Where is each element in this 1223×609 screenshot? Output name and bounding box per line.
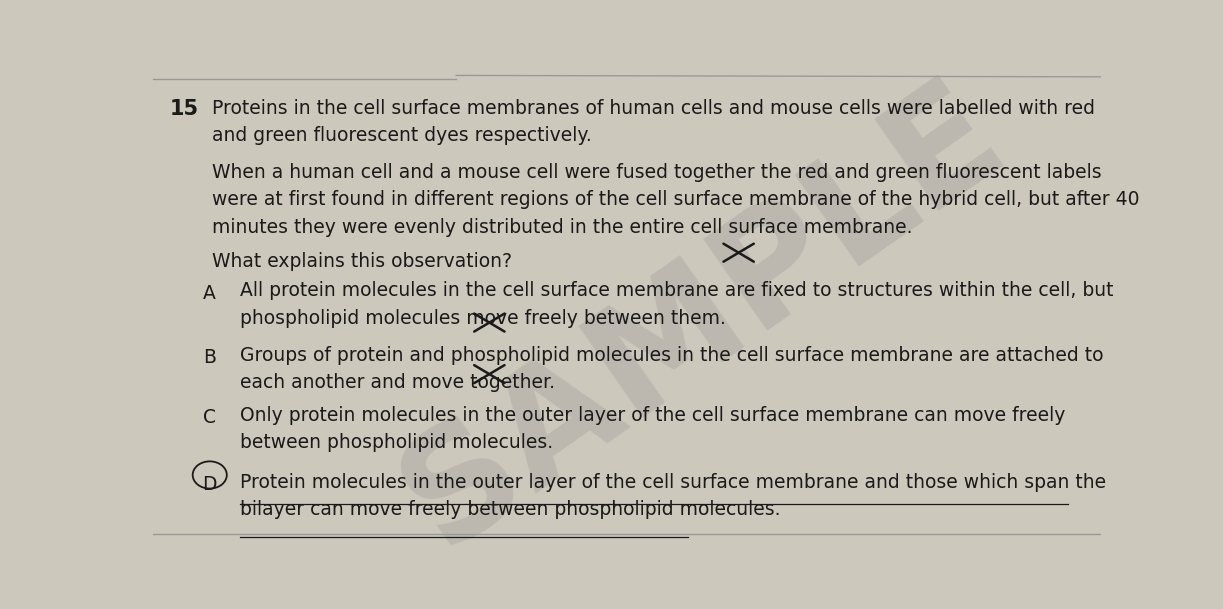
Text: B: B — [203, 348, 216, 367]
Text: D: D — [203, 475, 216, 494]
Text: A: A — [203, 284, 216, 303]
Text: Only protein molecules in the outer layer of the cell surface membrane can move : Only protein molecules in the outer laye… — [240, 406, 1065, 452]
Text: Protein molecules in the outer layer of the cell surface membrane and those whic: Protein molecules in the outer layer of … — [240, 473, 1106, 519]
Text: Proteins in the cell surface membranes of human cells and mouse cells were label: Proteins in the cell surface membranes o… — [212, 99, 1095, 145]
Text: Groups of protein and phospholipid molecules in the cell surface membrane are at: Groups of protein and phospholipid molec… — [240, 346, 1103, 392]
Text: C: C — [203, 409, 216, 428]
Text: All protein molecules in the cell surface membrane are fixed to structures withi: All protein molecules in the cell surfac… — [240, 281, 1114, 328]
Text: SAMPLE: SAMPLE — [375, 57, 1030, 577]
Text: What explains this observation?: What explains this observation? — [212, 252, 511, 271]
Text: When a human cell and a mouse cell were fused together the red and green fluores: When a human cell and a mouse cell were … — [212, 163, 1139, 237]
Text: 15: 15 — [170, 99, 199, 119]
